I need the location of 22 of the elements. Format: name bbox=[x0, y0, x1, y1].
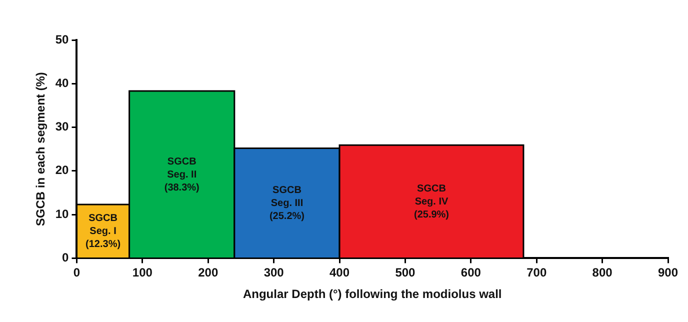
data-label: SGCB Seg. II (38.3%) bbox=[164, 156, 200, 194]
x-tick-label: 900 bbox=[658, 266, 678, 280]
x-tick-label: 800 bbox=[592, 266, 613, 280]
x-tick-label: 200 bbox=[198, 266, 218, 280]
y-axis-title: SGCB in each segment (%) bbox=[34, 72, 48, 226]
y-tick-label: 10 bbox=[55, 206, 70, 221]
x-tick-label: 300 bbox=[264, 266, 284, 280]
x-tick-label: 600 bbox=[460, 266, 482, 280]
y-tick-label: 30 bbox=[55, 120, 70, 134]
x-axis-title: Angular Depth (°) following the modiolus wall bbox=[242, 287, 502, 302]
data-label: SGCB Seg. IV (25.9%) bbox=[414, 183, 450, 220]
y-tick-label: 40 bbox=[55, 76, 70, 90]
y-tick-label: 0 bbox=[62, 250, 70, 265]
x-tick-label: 100 bbox=[132, 266, 153, 280]
x-tick-label: 700 bbox=[526, 266, 547, 280]
data-label: SGCB Seg. I (12.3%) bbox=[86, 213, 121, 250]
x-tick-label: 400 bbox=[330, 266, 350, 280]
data-label: SGCB Seg. III (25.2%) bbox=[269, 184, 304, 222]
y-tick-label: 20 bbox=[55, 163, 70, 178]
x-tick-label: 500 bbox=[395, 266, 416, 280]
y-tick-label: 50 bbox=[55, 32, 70, 46]
x-tick-label: 0 bbox=[73, 266, 80, 280]
